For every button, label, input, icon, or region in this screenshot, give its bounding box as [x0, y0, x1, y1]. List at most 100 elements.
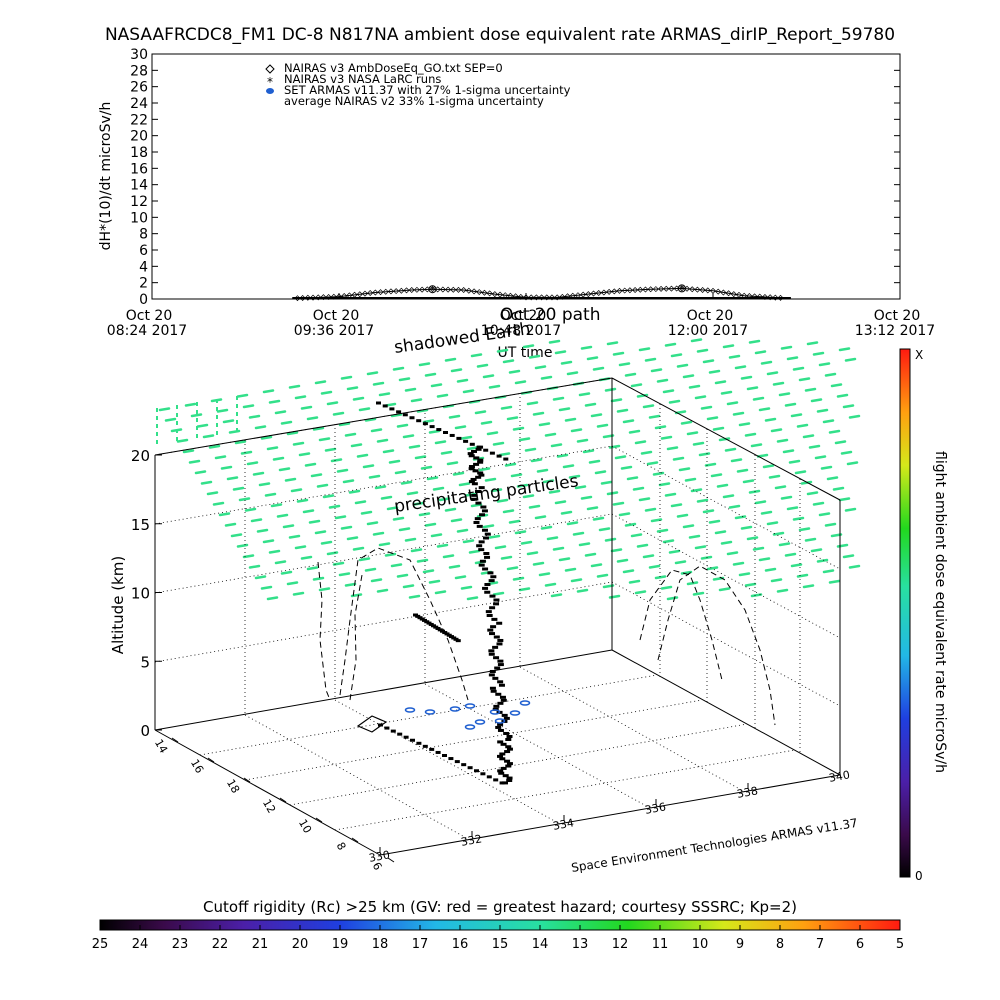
- precip-dash: [506, 416, 519, 421]
- precip-dash: [786, 356, 799, 361]
- precip-dash: [402, 584, 415, 589]
- precip-dash: [374, 485, 387, 490]
- precip-dash: [526, 551, 539, 556]
- precip-dash: [648, 414, 661, 419]
- precip-dash: [454, 575, 467, 580]
- precip-dash: [534, 365, 547, 370]
- legend-item: SET ARMAS v11.37 with 27% 1-sigma uncert…: [266, 83, 571, 97]
- series-nairas-v3-point: [595, 290, 602, 297]
- precip-dash: [304, 462, 317, 467]
- precip-dash: [294, 395, 307, 400]
- colorbar-bottom-tick-label: 14: [532, 937, 549, 952]
- front-floor-edge: [379, 774, 841, 856]
- flight-track-point: [484, 590, 491, 594]
- precip-dash: [366, 521, 379, 526]
- flight-track-leg-point: [378, 723, 383, 727]
- altitude-tick-label: 15: [131, 516, 150, 534]
- precip-dash: [760, 510, 773, 515]
- left-wall-projection-b: [339, 547, 469, 701]
- precip-dash: [214, 455, 227, 460]
- precip-dash: [708, 369, 721, 374]
- precip-dash: [684, 477, 697, 482]
- precip-dash: [254, 575, 267, 580]
- precip-dash: [672, 456, 685, 461]
- precip-dash: [690, 488, 703, 493]
- precip-dash: [800, 480, 813, 485]
- precip-dash: [488, 534, 501, 539]
- precip-dash: [842, 554, 855, 559]
- colorbar-bottom-tick-label: 6: [856, 937, 864, 952]
- precip-dash: [764, 417, 777, 422]
- flight-track-point: [482, 586, 489, 590]
- precip-dash: [486, 431, 499, 436]
- star-icon: *: [267, 75, 273, 89]
- precip-dash: [634, 440, 647, 445]
- precip-dash: [748, 489, 761, 494]
- precip-dash: [630, 383, 643, 388]
- precip-dash: [522, 344, 535, 349]
- armas-point: [424, 709, 436, 715]
- precip-dash: [482, 374, 495, 379]
- flight-track-point: [497, 663, 504, 667]
- precip-dash: [738, 572, 751, 577]
- precip-dash: [508, 519, 521, 524]
- precip-dash: [762, 464, 775, 469]
- precip-dash: [702, 509, 715, 514]
- precip-dash: [208, 444, 221, 449]
- precip-dash: [658, 482, 671, 487]
- precip-dash: [576, 438, 589, 443]
- flight-track-point: [504, 759, 511, 763]
- precip-dash: [556, 453, 569, 458]
- precip-dash: [670, 503, 683, 508]
- precip-dash: [164, 417, 177, 422]
- precip-dash: [706, 416, 719, 421]
- series-nairas-v3-point: [491, 291, 498, 298]
- aircraft-marker: [356, 715, 388, 733]
- precip-dash: [638, 347, 651, 352]
- flight-track-point: [497, 638, 504, 642]
- longitude-tick-label: 338: [736, 784, 759, 800]
- series-nairas-v3-point: [403, 287, 410, 294]
- precip-dash: [428, 579, 441, 584]
- precip-dash: [816, 408, 829, 413]
- precip-dash: [838, 497, 851, 502]
- precip-dash: [410, 398, 423, 403]
- precip-dash: [274, 410, 287, 415]
- precip-dash: [632, 486, 645, 491]
- precip-dash: [336, 468, 349, 473]
- precip-dash: [372, 381, 385, 386]
- precip-dash: [552, 396, 565, 401]
- precip-dash: [796, 423, 809, 428]
- path-label: Oct 20 path: [500, 305, 600, 325]
- precip-dash: [260, 585, 273, 590]
- colorbar-bottom-tick-label: 7: [816, 937, 824, 952]
- precip-dash: [368, 474, 381, 479]
- top-x-tick-label-date: Oct 20: [687, 308, 733, 324]
- precip-dash: [372, 531, 385, 536]
- precip-dash: [840, 450, 853, 455]
- precip-dash: [500, 555, 513, 560]
- precip-dash: [194, 470, 207, 475]
- flight-track-leg-point: [486, 775, 492, 779]
- precip-dash: [266, 446, 279, 451]
- flight-track-point: [474, 490, 481, 493]
- altitude-axis-label: Altitude (km): [109, 556, 127, 654]
- series-larc-point: [428, 285, 437, 294]
- precip-dash: [784, 402, 797, 407]
- precip-dash: [754, 500, 767, 505]
- precip-dash: [688, 534, 701, 539]
- precip-dash: [272, 456, 285, 461]
- precip-dash: [512, 576, 525, 581]
- armas-point: [494, 718, 506, 724]
- precip-dash: [518, 437, 531, 442]
- top-y-tick-label: 2: [139, 276, 148, 292]
- flight-track-leg-point: [416, 419, 422, 423]
- precip-dash: [240, 450, 253, 455]
- precip-dash: [780, 495, 793, 500]
- precip-dash: [540, 525, 553, 530]
- precip-dash: [610, 398, 623, 403]
- armas-point: [489, 709, 501, 715]
- precip-dash: [434, 590, 447, 595]
- precip-dash: [376, 438, 389, 443]
- flight-track-point: [499, 695, 506, 699]
